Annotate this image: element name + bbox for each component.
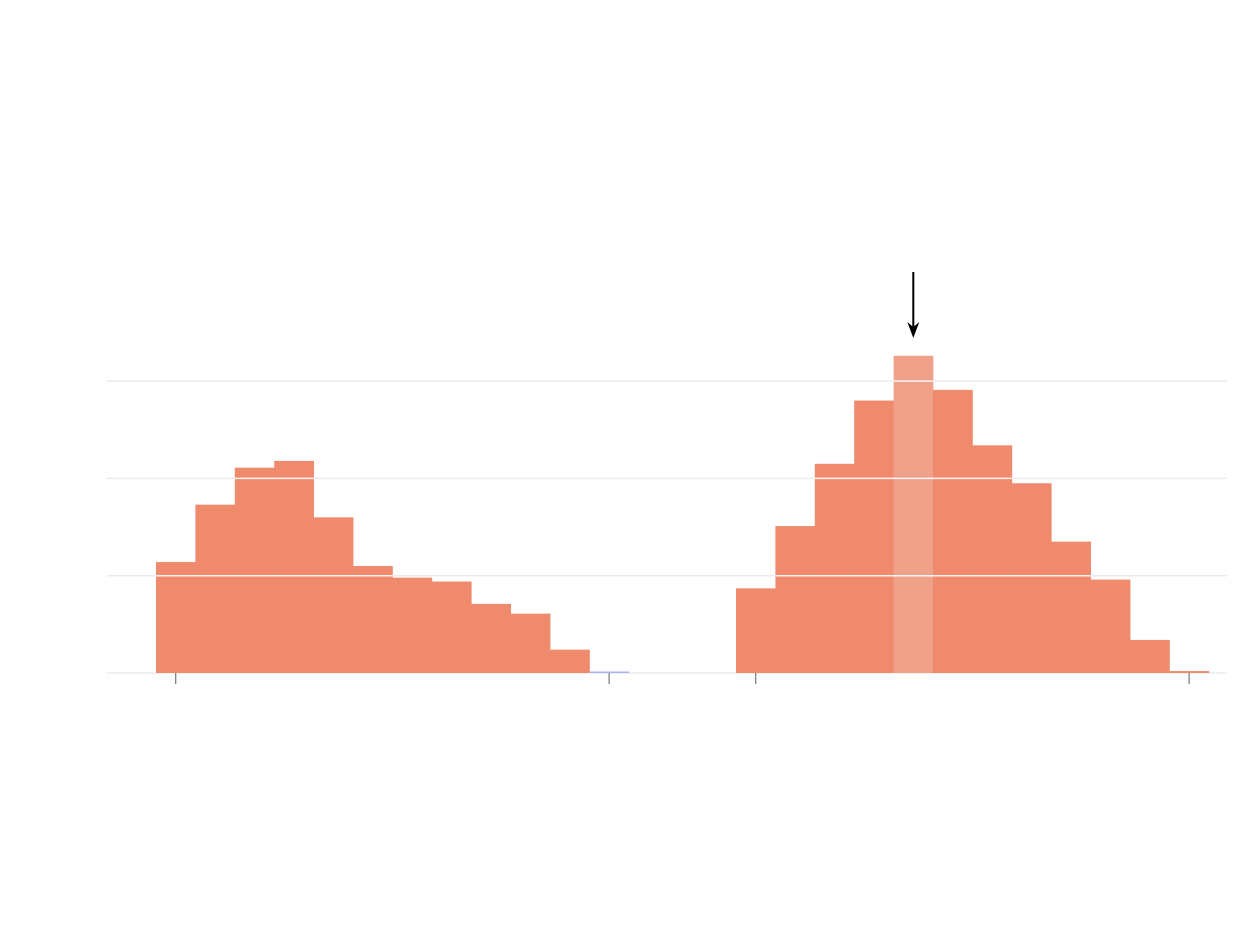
histogram-bar xyxy=(471,603,511,673)
histogram-bar xyxy=(234,467,275,673)
histogram-bar xyxy=(814,463,855,673)
histogram-bar xyxy=(156,562,196,673)
histogram-bar xyxy=(854,400,894,673)
histogram-bar xyxy=(392,577,433,673)
histogram-bar xyxy=(1011,483,1052,673)
histogram-bar xyxy=(933,389,973,673)
arrow-down-icon xyxy=(907,322,920,338)
histogram-bar xyxy=(775,526,816,673)
histogram-bar xyxy=(589,671,630,673)
histogram-bar xyxy=(1090,579,1131,673)
histogram-bar xyxy=(893,355,934,673)
histogram-bar xyxy=(1169,671,1210,673)
histogram-bar xyxy=(972,445,1013,673)
histogram-bar xyxy=(274,460,314,673)
histogram-bar xyxy=(736,588,776,673)
histogram-bar xyxy=(1130,639,1170,673)
histogram-bar xyxy=(431,581,472,673)
histogram-bar xyxy=(353,565,393,673)
histogram-bar xyxy=(195,504,236,673)
histogram-bar xyxy=(510,613,551,673)
histogram-bar xyxy=(1051,541,1091,673)
histogram-bar xyxy=(313,517,354,673)
histogram-bar xyxy=(550,649,590,673)
